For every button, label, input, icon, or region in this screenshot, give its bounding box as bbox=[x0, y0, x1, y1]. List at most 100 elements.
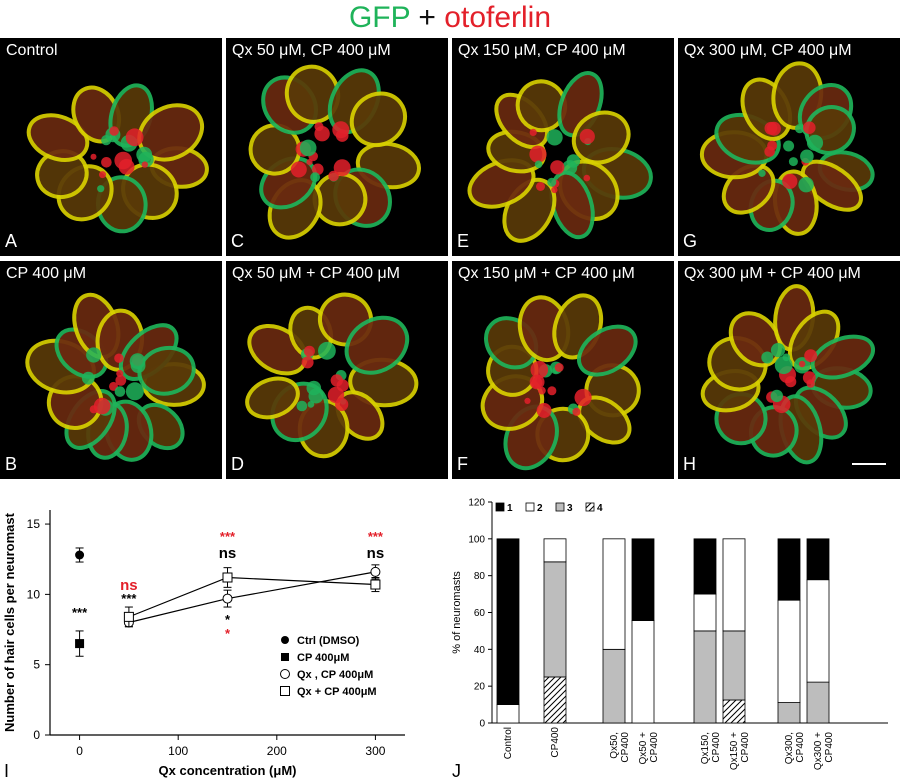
bar-segment-1 bbox=[631, 538, 655, 622]
bar-segment-4 bbox=[722, 699, 746, 724]
legend-label: 1 bbox=[507, 503, 513, 514]
significance-label: ns bbox=[219, 545, 237, 562]
micrograph-panel-b: CP 400 μM B bbox=[0, 261, 222, 479]
y-tick-label: 0 bbox=[479, 719, 485, 730]
significance-label: ns bbox=[120, 577, 138, 594]
significance-label: * bbox=[225, 612, 231, 627]
fluorescence-spot bbox=[536, 403, 552, 418]
fluorescence-spot bbox=[783, 140, 795, 152]
neuromast-image bbox=[25, 292, 206, 462]
fluorescence-spot bbox=[314, 122, 324, 132]
fluorescence-spot bbox=[301, 356, 314, 369]
bar-segment-3 bbox=[543, 561, 567, 678]
panel-letter: D bbox=[231, 454, 244, 474]
fluorescence-spot bbox=[530, 361, 549, 379]
category-label: Qx300 +CP400 bbox=[813, 732, 835, 771]
fluorescence-spot bbox=[114, 386, 126, 397]
fluorescence-spot bbox=[299, 139, 317, 157]
fluorescence-spot bbox=[767, 140, 778, 151]
bar-segment-2 bbox=[693, 593, 717, 632]
fluorescence-spot bbox=[99, 171, 106, 179]
bar-segment-4 bbox=[543, 676, 567, 724]
bar-segment-1 bbox=[777, 538, 801, 601]
bar-segment-1 bbox=[693, 538, 717, 595]
neuromast-image bbox=[26, 83, 209, 234]
significance-label: *** bbox=[220, 529, 236, 544]
bar-segment-1 bbox=[496, 538, 520, 705]
fluorescence-spot bbox=[770, 343, 786, 358]
y-axis-label: Number of hair cells per neuromast bbox=[2, 512, 17, 732]
legend-marker bbox=[281, 653, 289, 661]
fluorescence-spot bbox=[554, 363, 564, 372]
y-tick-label: 80 bbox=[474, 571, 486, 582]
fluorescence-spot bbox=[562, 160, 578, 176]
y-tick-label: 20 bbox=[474, 682, 486, 693]
fluorescence-spot bbox=[574, 388, 592, 407]
fluorescence-spot bbox=[529, 145, 547, 163]
fluorescence-spot bbox=[129, 353, 146, 370]
neuromast-image bbox=[699, 61, 875, 236]
micrograph-panel-f: Qx 150 μM + CP 400 μM F bbox=[452, 261, 674, 479]
hair-cell bbox=[344, 315, 410, 375]
micrograph-panel-a: Control A bbox=[0, 38, 222, 256]
data-point bbox=[222, 572, 233, 583]
bar-segment-3 bbox=[602, 648, 626, 724]
fluorescence-spot bbox=[114, 353, 124, 363]
hair-cell bbox=[26, 113, 90, 162]
fluorescence-spot bbox=[803, 121, 816, 134]
fluorescence-spot bbox=[290, 161, 307, 178]
fluorescence-spot bbox=[547, 386, 557, 396]
legend-marker bbox=[280, 686, 290, 696]
data-point bbox=[370, 579, 381, 590]
fluorescence-spot bbox=[125, 128, 144, 147]
panel-letter: H bbox=[683, 454, 696, 474]
fluorescence-spot bbox=[333, 159, 351, 177]
bar-segment-3 bbox=[777, 702, 801, 724]
significance-label: *** bbox=[121, 591, 137, 606]
y-tick-label: 40 bbox=[474, 645, 486, 656]
fluorescence-spot bbox=[306, 159, 313, 166]
y-tick-label: 10 bbox=[27, 587, 41, 601]
fluorescence-spot bbox=[550, 160, 565, 175]
hair-cell bbox=[245, 376, 300, 420]
fluorescence-spot bbox=[335, 129, 349, 142]
fluorescence-spot bbox=[579, 128, 595, 145]
significance-label: ns bbox=[367, 545, 385, 562]
data-point bbox=[222, 593, 233, 604]
hair-cell bbox=[810, 334, 876, 380]
micrograph-panel-e: Qx 150 μM, CP 400 μM E bbox=[452, 38, 674, 256]
y-tick-label: 5 bbox=[33, 658, 40, 672]
fluorescence-spot bbox=[534, 160, 543, 169]
hair-cell bbox=[571, 110, 631, 165]
fluorescence-spot bbox=[101, 157, 112, 168]
fluorescence-spot bbox=[761, 351, 774, 364]
category-label: Qx50 +CP400 bbox=[638, 732, 660, 765]
x-tick-label: 300 bbox=[365, 744, 385, 758]
fluorescence-spot bbox=[788, 157, 798, 167]
line-chart-svg: 0 5 10 15 0 100 200 300 Qx concentration (μM) Num… bbox=[2, 510, 405, 781]
legend-label: Qx + CP 400μM bbox=[297, 686, 377, 698]
x-tick-label: 200 bbox=[267, 744, 287, 758]
series-line bbox=[128, 576, 376, 618]
fluorescence-spot bbox=[547, 177, 557, 187]
fluorescence-spot bbox=[766, 121, 781, 136]
legend-label: 4 bbox=[597, 503, 603, 514]
panel-label: Control bbox=[6, 42, 58, 59]
x-axis-label: Qx concentration (μM) bbox=[159, 763, 297, 778]
panel-label: Qx 150 μM + CP 400 μM bbox=[458, 265, 635, 282]
data-point bbox=[75, 550, 85, 560]
bar-chart-svg: 0 20 40 60 80 100 120 % of neuromasts J Control CP… bbox=[451, 498, 888, 781]
fluorescence-spot bbox=[536, 182, 545, 191]
fluorescence-spot bbox=[296, 400, 308, 412]
figure-title: GFP + otoferlin bbox=[0, 0, 900, 36]
legend-label: Ctrl (DMSO) bbox=[297, 635, 360, 647]
panel-letter: G bbox=[683, 231, 698, 251]
series-line bbox=[128, 571, 376, 624]
fluorescence-spot bbox=[800, 149, 814, 164]
fluorescence-spot bbox=[583, 174, 591, 182]
y-tick-label: 60 bbox=[474, 608, 486, 619]
bar-segment-2 bbox=[543, 538, 567, 563]
x-tick-label: 100 bbox=[168, 744, 188, 758]
panel-label: Qx 300 μM, CP 400 μM bbox=[684, 42, 852, 59]
fluorescence-spot bbox=[804, 349, 818, 363]
